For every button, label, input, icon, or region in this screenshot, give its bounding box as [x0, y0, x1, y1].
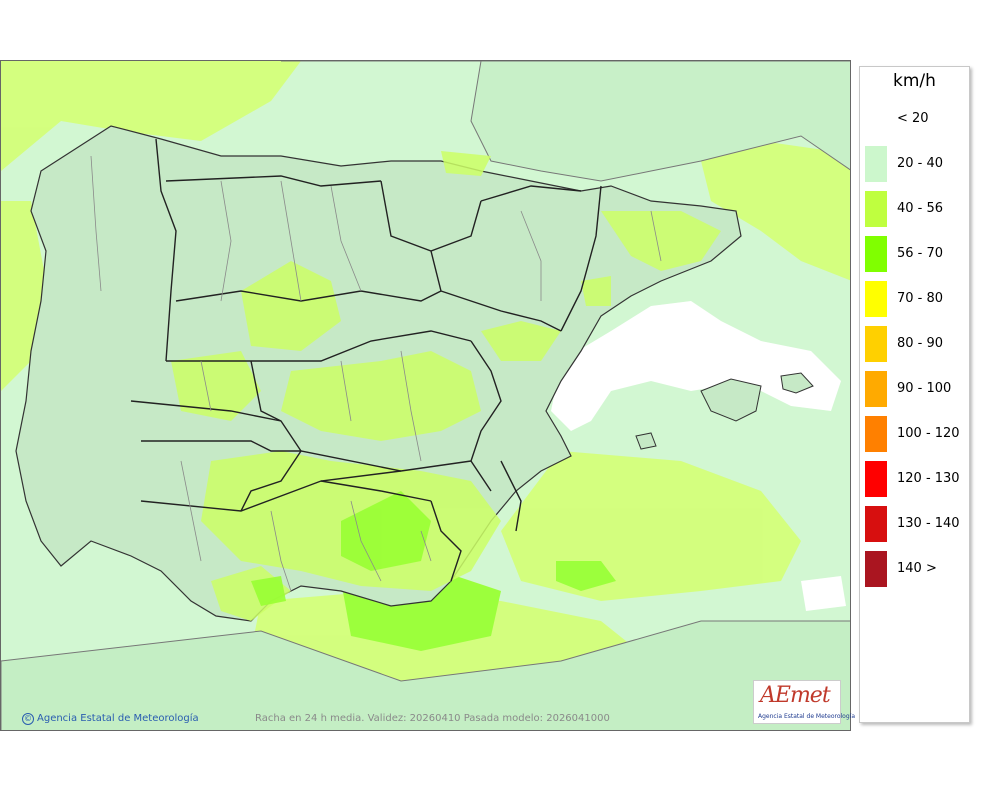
wind-gust-map [0, 60, 851, 731]
aemet-logo: AEmet Agencia Estatal de Meteorología [753, 680, 855, 724]
region-borders [130, 138, 602, 582]
legend-swatch [865, 371, 887, 407]
legend-label: 80 - 90 [897, 336, 944, 351]
legend-item: 20 - 40 [860, 144, 971, 184]
logo-subtitle: Agencia Estatal de Meteorología [758, 713, 855, 720]
legend-item: 40 - 56 [860, 189, 971, 229]
map-canvas [1, 61, 850, 730]
legend-item: 100 - 120 [860, 414, 971, 454]
legend-item: 80 - 90 [860, 324, 971, 364]
legend-swatch [865, 101, 887, 137]
legend-unit: km/h [893, 71, 936, 91]
map-caption: Racha en 24 h media. Validez: 20260410 P… [255, 713, 610, 724]
legend-label: 120 - 130 [897, 471, 960, 486]
legend-swatch [865, 416, 887, 452]
legend-label: 90 - 100 [897, 381, 952, 396]
legend-swatch [865, 191, 887, 227]
legend-label: 130 - 140 [897, 516, 960, 531]
province-borders [90, 155, 662, 592]
legend-item: < 20 [860, 99, 971, 139]
legend-label: < 20 [897, 111, 929, 126]
copyright-credit: © Agencia Estatal de Meteorología [22, 713, 199, 725]
legend-item: 90 - 100 [860, 369, 971, 409]
legend-item: 140 > [860, 549, 971, 589]
credit-text: Agencia Estatal de Meteorología [37, 713, 199, 724]
legend-label: 100 - 120 [897, 426, 960, 441]
legend-swatch [865, 551, 887, 587]
legend-swatch [865, 506, 887, 542]
legend-item: 70 - 80 [860, 279, 971, 319]
legend-label: 40 - 56 [897, 201, 944, 216]
legend-label: 140 > [897, 561, 937, 576]
legend: km/h < 20 20 - 40 40 - 56 56 - 70 70 - 8… [859, 66, 970, 723]
legend-item: 120 - 130 [860, 459, 971, 499]
logo-mark: AEmet [760, 683, 831, 708]
legend-swatch [865, 146, 887, 182]
legend-label: 20 - 40 [897, 156, 944, 171]
legend-swatch [865, 461, 887, 497]
balearic-islands [635, 372, 814, 450]
legend-item: 56 - 70 [860, 234, 971, 274]
legend-swatch [865, 281, 887, 317]
copyright-icon: © [22, 713, 34, 725]
legend-swatch [865, 326, 887, 362]
legend-swatch [865, 236, 887, 272]
land-band-56-70 [251, 491, 431, 606]
neighbor-land [1, 61, 850, 730]
legend-label: 70 - 80 [897, 291, 944, 306]
legend-label: 56 - 70 [897, 246, 944, 261]
legend-item: 130 - 140 [860, 504, 971, 544]
